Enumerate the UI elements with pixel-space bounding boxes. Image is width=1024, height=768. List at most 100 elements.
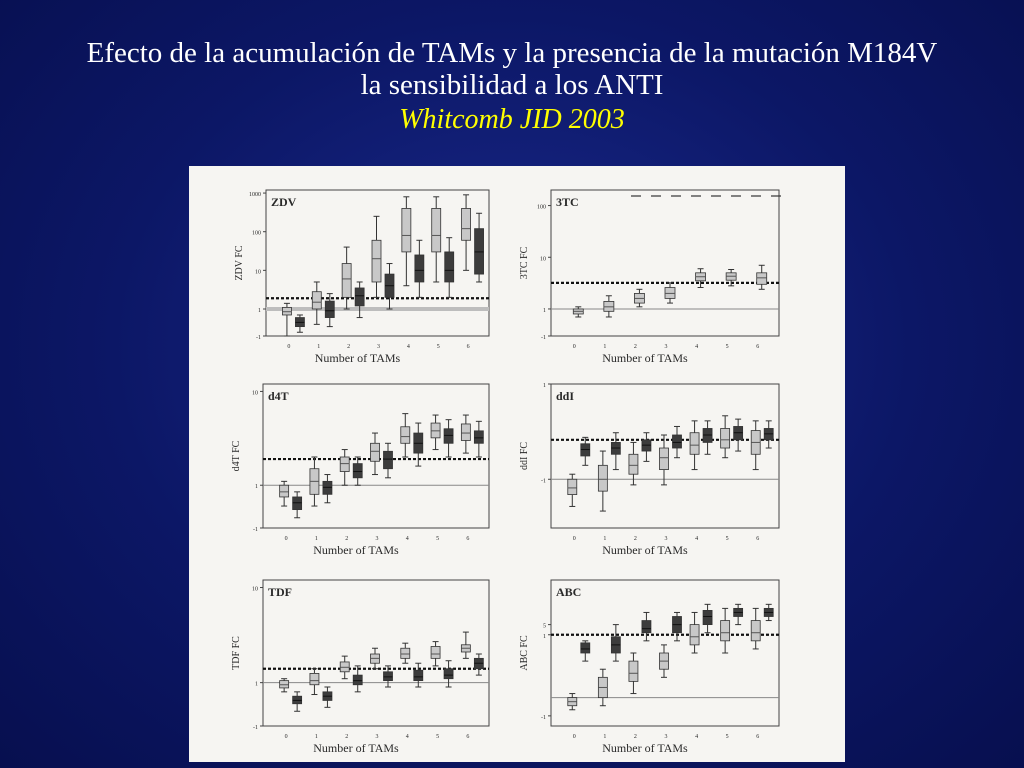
x-tick-label: 1 (315, 734, 318, 740)
x-axis-label: Number of TAMs (602, 351, 688, 365)
x-tick-label: 2 (634, 536, 637, 542)
chart-title: 3TC (556, 195, 579, 209)
box-dark-3 (383, 665, 393, 688)
box-dark-5 (733, 603, 744, 626)
box-body (371, 239, 382, 283)
box-body (354, 287, 365, 307)
box-body (756, 272, 768, 285)
chart-d4t: d4T d4T FC 10 1 -1 0 1 2 3 4 5 6 Number of TAMs (231, 383, 490, 557)
box-light-1 (603, 295, 615, 318)
x-axis-label: Number of TAMs (315, 351, 401, 365)
y-tick-label: -1 (541, 715, 546, 721)
box-body (750, 620, 761, 642)
x-tick-label: 4 (407, 344, 410, 350)
box-body (311, 291, 322, 310)
x-tick-label: 6 (756, 344, 759, 350)
box-body (473, 430, 484, 444)
box-light-5 (725, 268, 737, 287)
title-line-1: Efecto de la acumulación de TAMs y la pr… (86, 37, 938, 69)
box-body (401, 208, 412, 253)
chart-title: ZDV (271, 195, 297, 209)
box-body (580, 642, 591, 654)
box-dark-4 (413, 662, 424, 688)
y-tick-label: 10 (540, 256, 546, 262)
y-tick-label: 1 (255, 484, 258, 490)
box-dark-2 (352, 665, 363, 693)
y-tick-label: -1 (256, 335, 261, 341)
y-axis-label: ddI FC (519, 442, 530, 470)
chart-title: TDF (268, 585, 292, 599)
box-dark-4 (414, 239, 425, 298)
chart-3tc: 3TC 3TC FC 100 10 1 -1 0 1 2 3 4 5 6 Number of TAMs (519, 189, 781, 365)
x-tick-label: 6 (467, 344, 470, 350)
box-light-0 (279, 480, 290, 507)
box-body (689, 624, 700, 646)
box-body (444, 251, 455, 283)
x-tick-label: 6 (466, 734, 469, 740)
x-tick-label: 6 (756, 734, 759, 740)
plot-frame (262, 383, 490, 529)
y-tick-label: 100 (252, 231, 261, 237)
box-light-3 (659, 644, 669, 678)
box-light-6 (460, 631, 471, 659)
box-body (659, 447, 669, 470)
y-tick-label: 1 (543, 634, 546, 640)
box-light-0 (572, 306, 584, 318)
box-light-2 (628, 441, 639, 486)
x-tick-label: 5 (726, 344, 729, 350)
box-light-3 (664, 282, 676, 304)
box-light-2 (628, 652, 639, 695)
box-body (282, 306, 292, 316)
x-tick-label: 4 (695, 344, 698, 350)
box-body (414, 254, 425, 283)
box-light-1 (311, 281, 322, 325)
box-light-4 (401, 196, 412, 287)
x-tick-label: 0 (285, 734, 288, 740)
box-dark-2 (641, 611, 652, 642)
box-body (352, 674, 363, 686)
y-tick-label: 1 (543, 383, 546, 389)
x-tick-label: 4 (695, 536, 698, 542)
box-body (641, 620, 652, 634)
x-tick-label: 1 (603, 734, 606, 740)
y-axis-label: d4T FC (231, 440, 242, 471)
x-tick-label: 2 (634, 734, 637, 740)
chart-abc: ABC ABC FC 5 1 -1 0 1 2 3 4 5 6 Number of TAMs (519, 579, 780, 755)
y-tick-label: -1 (541, 478, 546, 484)
box-body (341, 263, 352, 298)
box-body (324, 300, 335, 318)
x-tick-label: 5 (436, 734, 439, 740)
x-tick-label: 1 (317, 344, 320, 350)
box-dark-0 (292, 691, 303, 712)
x-tick-label: 0 (573, 734, 576, 740)
box-body (720, 620, 731, 642)
x-tick-label: 1 (603, 536, 606, 542)
box-light-1 (597, 450, 608, 512)
box-light-3 (371, 215, 382, 298)
box-dark-1 (322, 474, 333, 504)
y-axis-label: ABC FC (519, 635, 530, 671)
y-tick-label: 1000 (249, 192, 261, 198)
x-tick-label: 1 (603, 344, 606, 350)
box-body (689, 432, 700, 455)
y-axis-label: ZDV FC (234, 245, 245, 280)
x-tick-label: 3 (665, 344, 668, 350)
box-body (474, 228, 484, 275)
box-light-1 (309, 456, 320, 507)
box-dark-1 (610, 432, 621, 471)
box-light-6 (750, 420, 761, 471)
box-body (339, 456, 350, 472)
box-dark-3 (384, 263, 395, 310)
box-light-6 (756, 264, 768, 290)
x-tick-label: 0 (285, 536, 288, 542)
x-tick-label: 3 (376, 536, 379, 542)
box-dark-6 (474, 212, 484, 283)
plot-frame (550, 189, 780, 337)
box-dark-6 (473, 420, 484, 458)
box-dark-0 (580, 436, 591, 466)
box-light-0 (567, 693, 578, 711)
plot-frame (550, 579, 780, 727)
box-light-4 (689, 611, 700, 654)
box-light-2 (339, 655, 350, 680)
x-tick-label: 1 (315, 536, 318, 542)
